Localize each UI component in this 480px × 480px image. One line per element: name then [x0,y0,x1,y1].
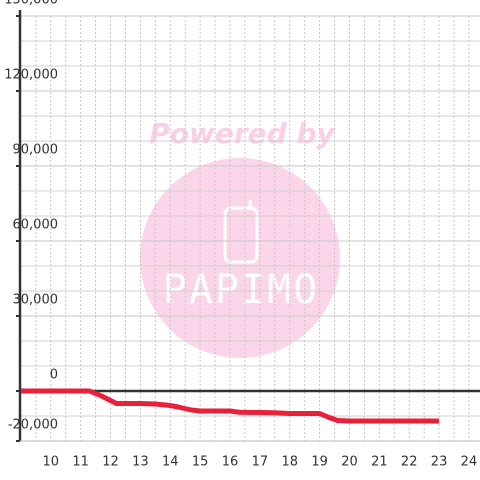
x-tick-label: 14 [162,455,179,470]
x-tick-label: 16 [222,455,239,470]
x-tick-label: 15 [192,455,209,470]
x-tick-label: 23 [431,455,448,470]
y-tick-label: 150,000 [4,0,58,8]
x-tick-label: 12 [102,455,119,470]
x-tick-label: 22 [401,455,418,470]
x-tick-label: 18 [281,455,298,470]
y-tick-label: 60,000 [13,218,59,233]
y-tick-label: 120,000 [4,68,58,83]
x-tick-label: 11 [72,455,89,470]
y-tick-label: 90,000 [13,143,59,158]
y-tick-label: -20,000 [8,418,58,433]
x-tick-label: 21 [371,455,388,470]
x-tick-label: 13 [132,455,149,470]
watermark: Powered by [149,117,336,150]
y-tick-label: 30,000 [13,293,59,308]
x-tick-label: 20 [341,455,358,470]
x-tick-label: 17 [252,455,269,470]
x-tick-label: 19 [311,455,328,470]
watermark-logo-text: PAPIMO [163,267,320,313]
y-tick-label: 0 [50,368,58,383]
series-line [20,388,440,424]
x-tick-label: 10 [42,455,59,470]
x-tick-label: 24 [461,455,478,470]
